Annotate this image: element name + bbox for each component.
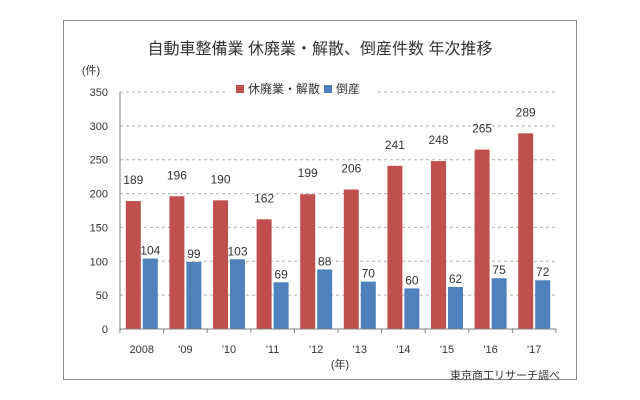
data-label: 289 <box>516 105 536 119</box>
data-label: 248 <box>428 133 448 147</box>
bar-bankruptcy <box>273 282 289 329</box>
x-tick-label: '13 <box>353 344 367 356</box>
bar-closure <box>256 219 272 329</box>
x-tick-label: 2008 <box>130 344 154 356</box>
x-tick-label: '11 <box>266 344 280 356</box>
data-label: 72 <box>536 265 550 279</box>
data-label: 196 <box>167 168 187 182</box>
x-tick-label: '17 <box>527 344 541 356</box>
y-axis-label: (件) <box>82 64 100 77</box>
data-label: 75 <box>492 263 506 277</box>
bar-closure <box>431 161 446 329</box>
bar-bankruptcy <box>448 287 463 329</box>
data-label: 241 <box>385 138 405 152</box>
data-label: 60 <box>405 273 419 287</box>
bar-bankruptcy <box>142 258 158 329</box>
bar-bankruptcy <box>317 269 333 329</box>
y-tick-label: 50 <box>96 290 108 302</box>
y-tick-label: 100 <box>90 256 108 268</box>
bars <box>125 133 551 329</box>
bar-bankruptcy <box>186 261 202 329</box>
bar-bankruptcy <box>404 288 420 329</box>
data-label: 265 <box>472 122 492 136</box>
x-axis-label: (年) <box>331 357 349 371</box>
axes: 0 50 100 150 200 250 300 350 2008 '09 '10 '11 '12 '13… <box>90 87 557 356</box>
x-tick-label: '16 <box>483 344 497 356</box>
chart-title: 自動車整備業 休廃業・解散、倒産件数 年次推移 <box>148 40 493 58</box>
data-label: 88 <box>318 254 332 268</box>
y-tick-label: 150 <box>90 222 108 234</box>
bar-bankruptcy <box>491 278 507 329</box>
data-label: 104 <box>140 244 160 258</box>
data-labels: 189 104 196 99 190 103 162 69 199 88 206 70 241 60 248… <box>123 105 549 287</box>
x-tick-label: '14 <box>396 344 410 356</box>
legend-swatch <box>324 85 332 93</box>
source-note: 東京商工リサーチ調べ <box>450 368 560 382</box>
data-label: 103 <box>227 244 247 258</box>
bar-closure <box>343 189 359 329</box>
y-tick-label: 0 <box>102 324 108 336</box>
bar-bankruptcy <box>360 281 376 329</box>
y-tick-label: 350 <box>90 87 108 99</box>
data-label: 62 <box>449 272 463 286</box>
data-label: 199 <box>298 166 318 180</box>
legend-label: 倒産 <box>336 81 360 96</box>
bar-bankruptcy <box>535 280 551 329</box>
data-label: 162 <box>254 191 274 205</box>
y-tick-label: 300 <box>90 121 108 133</box>
y-tick-label: 250 <box>90 155 108 167</box>
x-tick-label: '09 <box>178 344 192 356</box>
data-label: 99 <box>187 247 201 261</box>
data-label: 206 <box>341 162 361 176</box>
legend: 休廃業・解散 倒産 <box>228 79 378 99</box>
bar-closure <box>169 196 185 329</box>
bar-closure <box>213 200 228 329</box>
bar-closure <box>300 194 316 329</box>
data-label: 69 <box>274 267 288 281</box>
bar-bankruptcy <box>230 259 245 329</box>
x-tick-label: '15 <box>440 344 454 356</box>
bar-closure <box>125 201 141 329</box>
legend-label: 休廃業・解散 <box>248 81 320 96</box>
data-label: 190 <box>210 172 230 186</box>
bar-closure <box>387 165 403 329</box>
x-tick-label: '12 <box>309 344 323 356</box>
data-label: 189 <box>123 173 143 187</box>
bar-closure <box>518 133 534 329</box>
bar-closure <box>474 149 490 329</box>
data-label: 70 <box>362 267 376 281</box>
y-tick-label: 200 <box>90 189 108 201</box>
x-tick-label: '10 <box>222 344 236 356</box>
legend-swatch <box>236 85 244 93</box>
legend-box <box>228 79 378 99</box>
